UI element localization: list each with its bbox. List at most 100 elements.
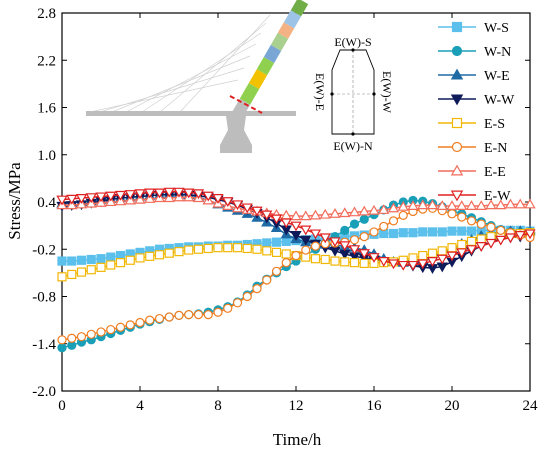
legend-label: W-N bbox=[484, 45, 511, 60]
x-tick-label: 8 bbox=[214, 398, 222, 414]
data-point bbox=[407, 200, 419, 210]
data-point bbox=[388, 228, 399, 239]
data-point bbox=[388, 216, 399, 226]
data-point bbox=[379, 221, 389, 232]
section-label-right: E(W)-W bbox=[380, 71, 394, 114]
data-point bbox=[281, 236, 291, 246]
data-point bbox=[106, 324, 116, 335]
data-point bbox=[417, 259, 429, 270]
data-point bbox=[451, 21, 463, 33]
x-axis-title: Time/h bbox=[273, 430, 322, 449]
data-point bbox=[427, 227, 438, 237]
legend-label: E-W bbox=[484, 189, 511, 204]
data-point bbox=[56, 195, 68, 206]
data-point bbox=[309, 209, 322, 220]
data-point bbox=[271, 266, 282, 276]
data-point bbox=[192, 189, 205, 200]
legend-item-w-w: W-W bbox=[438, 93, 515, 108]
data-point bbox=[495, 199, 507, 210]
data-point bbox=[349, 258, 360, 268]
data-point bbox=[457, 212, 467, 222]
data-point bbox=[173, 187, 185, 198]
cross-section-sketch: E(W)-S E(W)-N E(W)-E E(W)-W bbox=[313, 35, 394, 153]
bridge-deck bbox=[86, 111, 296, 116]
data-point bbox=[57, 343, 67, 353]
data-point bbox=[86, 329, 96, 339]
data-point bbox=[418, 250, 428, 261]
data-point bbox=[202, 191, 214, 202]
data-point bbox=[466, 236, 477, 246]
section-label-left: E(W)-E bbox=[313, 73, 327, 111]
data-point bbox=[504, 198, 517, 209]
data-point bbox=[281, 249, 291, 259]
tower-mast bbox=[231, 0, 309, 119]
bridge-tower-diagram: E(W)-S E(W)-N E(W)-E E(W)-W bbox=[86, 0, 394, 153]
data-point bbox=[76, 332, 87, 342]
data-point bbox=[466, 226, 477, 236]
data-point bbox=[437, 227, 447, 237]
data-point bbox=[164, 312, 174, 322]
data-point bbox=[223, 303, 233, 313]
data-point bbox=[451, 141, 463, 153]
data-point bbox=[75, 194, 88, 204]
section-label-bottom: E(W)-N bbox=[333, 139, 373, 153]
data-point bbox=[378, 204, 390, 214]
data-point bbox=[57, 272, 67, 282]
legend-item-e-n: E-N bbox=[438, 141, 507, 156]
data-point bbox=[261, 210, 273, 221]
data-point bbox=[330, 256, 340, 266]
data-point bbox=[291, 250, 301, 261]
series-e-n bbox=[57, 203, 535, 345]
data-point bbox=[358, 249, 370, 259]
series-e-w bbox=[56, 187, 536, 271]
x-tick-label: 24 bbox=[523, 398, 539, 414]
data-point bbox=[262, 246, 272, 256]
data-point bbox=[300, 225, 312, 236]
data-point bbox=[106, 252, 116, 262]
data-point bbox=[76, 267, 87, 277]
data-point bbox=[300, 210, 312, 221]
data-point bbox=[348, 245, 361, 256]
data-point bbox=[125, 255, 135, 265]
data-point bbox=[407, 260, 419, 271]
data-point bbox=[397, 260, 409, 271]
data-point bbox=[57, 256, 67, 266]
data-point bbox=[96, 327, 106, 337]
data-point bbox=[485, 238, 497, 249]
data-point bbox=[408, 253, 418, 263]
data-point bbox=[349, 219, 360, 229]
data-point bbox=[457, 239, 467, 250]
x-tick-label: 4 bbox=[136, 398, 144, 414]
legend-label: E-S bbox=[484, 117, 505, 132]
data-point bbox=[135, 317, 145, 328]
data-point bbox=[339, 241, 351, 252]
data-point bbox=[465, 245, 478, 256]
data-point bbox=[359, 214, 369, 224]
data-point bbox=[446, 200, 458, 210]
data-point bbox=[476, 219, 486, 229]
x-tick-label: 20 bbox=[445, 398, 460, 414]
data-point bbox=[124, 190, 136, 200]
data-point bbox=[163, 187, 175, 198]
data-point bbox=[447, 209, 457, 219]
data-point bbox=[456, 248, 468, 259]
data-point bbox=[183, 188, 195, 199]
x-tick-label: 0 bbox=[58, 398, 66, 414]
data-point bbox=[134, 189, 146, 200]
data-point bbox=[164, 248, 174, 258]
y-tick-label: 0.4 bbox=[37, 195, 56, 211]
data-point bbox=[86, 265, 96, 275]
section-label-top: E(W)-S bbox=[334, 35, 371, 49]
data-point bbox=[359, 232, 369, 242]
data-point bbox=[310, 241, 321, 251]
data-point bbox=[319, 233, 331, 244]
data-point bbox=[213, 243, 223, 253]
data-point bbox=[300, 235, 312, 246]
x-tick-label: 16 bbox=[367, 398, 383, 414]
data-point bbox=[96, 254, 106, 264]
data-point bbox=[301, 245, 311, 255]
data-point bbox=[174, 247, 184, 257]
data-point bbox=[466, 216, 477, 226]
data-point bbox=[115, 258, 126, 268]
